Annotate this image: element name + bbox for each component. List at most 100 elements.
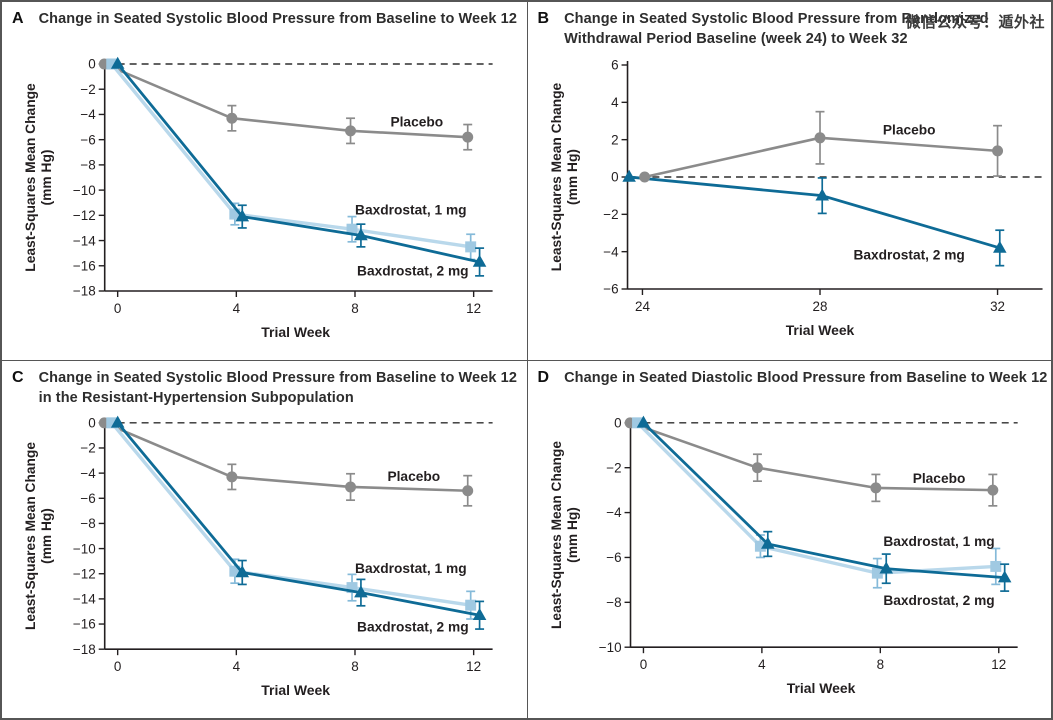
data-point-marker [345, 481, 357, 493]
data-point-marker [235, 565, 250, 578]
x-axis-label: Trial Week [786, 680, 855, 696]
panel-c-title: C Change in Seated Systolic Blood Pressu… [12, 368, 517, 408]
x-tick-label: 4 [233, 659, 241, 674]
y-axis-label: Least-Squares Mean Change (mm Hg) [548, 82, 579, 271]
data-point-marker [636, 415, 650, 428]
series-label: Baxdrostat, 2 mg [883, 593, 994, 608]
data-point-marker [226, 112, 238, 124]
y-axis-label-line: (mm Hg) [564, 507, 579, 563]
series-line [628, 421, 994, 492]
y-tick-label: −8 [606, 595, 621, 610]
x-tick-label: 12 [466, 301, 481, 316]
y-tick-label: −4 [606, 505, 622, 520]
panel-d: D Change in Seated Diastolic Blood Press… [526, 360, 1051, 718]
data-point-marker [878, 561, 893, 574]
y-tick-label: −4 [603, 244, 619, 259]
series-line [110, 421, 473, 607]
x-axis-label: Trial Week [785, 322, 854, 338]
y-tick-label: −10 [73, 183, 96, 198]
data-point-marker [621, 169, 636, 182]
data-point-marker [751, 462, 763, 474]
data-point-marker [465, 599, 477, 611]
panel-c: C Change in Seated Systolic Blood Pressu… [2, 360, 527, 718]
y-tick-label: −8 [80, 516, 95, 531]
data-point-marker [871, 567, 883, 579]
data-point-marker [345, 125, 357, 137]
y-tick-label: −10 [598, 640, 621, 655]
data-point-marker [754, 540, 766, 552]
x-tick-label: 0 [114, 301, 121, 316]
data-point-marker [235, 209, 250, 222]
y-axis-label-line: (mm Hg) [39, 150, 54, 206]
y-tick-label: −2 [606, 460, 621, 475]
y-tick-label: −6 [603, 282, 618, 297]
series-placebo: Placebo [638, 110, 1003, 183]
series-line [110, 62, 473, 249]
data-point-marker [638, 171, 650, 183]
y-axis-label: Least-Squares Mean Change (mm Hg) [23, 442, 54, 630]
y-axis-label-line: Least-Squares Mean Change [23, 442, 38, 630]
y-tick-label: −12 [73, 208, 96, 223]
chart-axes: 0 −2 −4 −6 −8 −10 0 4 8 12 [598, 416, 1018, 672]
series-line [635, 421, 997, 575]
data-point-marker [346, 582, 358, 594]
panel-a-title: A Change in Seated Systolic Blood Pressu… [12, 9, 517, 29]
data-point-marker [997, 570, 1011, 583]
data-point-marker [814, 188, 829, 201]
series-placebo: Placebo [98, 417, 474, 507]
y-tick-label: −14 [73, 233, 96, 248]
data-point-marker [465, 241, 477, 253]
data-point-marker [226, 471, 238, 483]
data-point-marker [986, 484, 998, 496]
y-axis-label: Least-Squares Mean Change (mm Hg) [23, 83, 54, 272]
y-tick-label: 0 [614, 416, 621, 431]
series-label: Baxdrostat, 1 mg [883, 534, 994, 549]
series-line [103, 62, 470, 139]
panel-c-letter: C [12, 369, 24, 386]
series-baxdrostat-1-mg: Baxdrostat, 1 mg [106, 417, 477, 620]
data-point-marker [106, 58, 118, 70]
y-tick-label: −2 [603, 207, 618, 222]
y-tick-label: 4 [611, 95, 619, 110]
x-tick-label: 4 [233, 301, 241, 316]
y-tick-label: 0 [611, 170, 618, 185]
x-axis-label: Trial Week [261, 324, 330, 340]
y-tick-label: 0 [88, 57, 95, 72]
series-label: Placebo [912, 471, 965, 486]
x-tick-label: 8 [351, 301, 358, 316]
data-point-marker [992, 240, 1007, 253]
panel-a-title-text: Change in Seated Systolic Blood Pressure… [38, 11, 517, 27]
panel-b: B Change in Seated Systolic Blood Pressu… [526, 2, 1051, 360]
x-tick-label: 8 [351, 659, 358, 674]
panel-a-chart: 0 −2 −4 −6 −8 −10 −12 −14 −16 −18 0 4 8 12 Trial Week L… [23, 56, 493, 340]
panel-c-title-text: Change in Seated Systolic Blood Pressure… [38, 370, 517, 406]
data-point-marker [229, 565, 241, 577]
series-line [103, 421, 470, 493]
series-line [116, 62, 481, 264]
y-tick-label: −2 [80, 441, 95, 456]
data-point-marker [110, 56, 125, 69]
y-tick-label: −6 [80, 491, 95, 506]
series-label: Baxdrostat, 1 mg [355, 561, 467, 576]
series-label: Baxdrostat, 2 mg [853, 247, 964, 262]
x-tick-label: 12 [466, 659, 481, 674]
y-tick-label: −16 [73, 258, 96, 273]
y-tick-label: −4 [80, 466, 96, 481]
x-tick-label: 0 [639, 657, 646, 672]
y-tick-label: −4 [80, 107, 96, 122]
chart-axes: 0 −2 −4 −6 −8 −10 −12 −14 −16 −18 0 4 8 12 [73, 57, 493, 316]
series-line [642, 136, 999, 179]
y-axis-label-line: Least-Squares Mean Change [548, 441, 563, 629]
data-point-marker [869, 482, 881, 494]
data-point-marker [462, 485, 474, 497]
chart-axes: 0 −2 −4 −6 −8 −10 −12 −14 −16 −18 0 4 8 12 [73, 416, 493, 674]
y-axis-label-line: (mm Hg) [39, 508, 54, 564]
panel-b-letter: B [537, 10, 550, 27]
series-baxdrostat-2-mg: Baxdrostat, 2 mg [636, 415, 1011, 608]
panel-a-letter: A [12, 10, 24, 27]
panel-b-chart: 6 4 2 0 −2 −4 −6 24 28 32 Trial Week Least-Squares … [548, 58, 1043, 338]
series-label: Baxdrostat, 2 mg [357, 620, 469, 635]
x-axis-label: Trial Week [261, 682, 330, 698]
data-point-marker [346, 223, 358, 235]
